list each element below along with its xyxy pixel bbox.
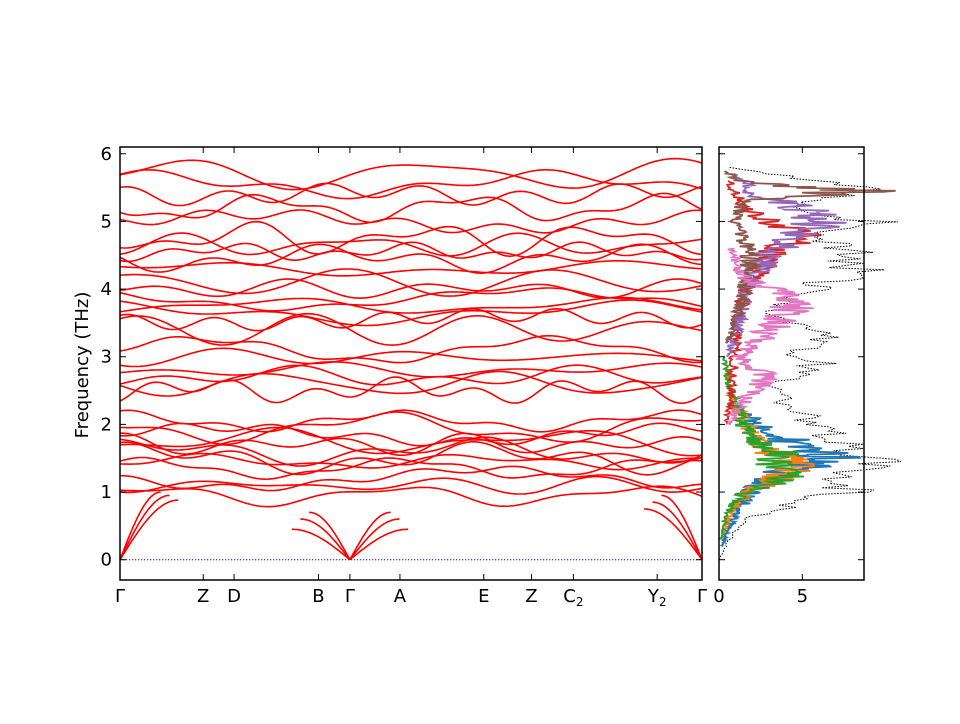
band-line xyxy=(119,278,703,299)
kpoint-label: C2 xyxy=(563,586,583,609)
kpoint-label: Z xyxy=(525,586,537,607)
y-axis-label: Frequency (THz) xyxy=(72,292,93,439)
band-line xyxy=(119,260,703,277)
y-tick-label: 3 xyxy=(101,347,112,368)
acoustic-branch xyxy=(661,494,703,560)
dos-x-tick-label: 0 xyxy=(713,586,724,607)
y-tick-label: 1 xyxy=(101,482,112,503)
kpoint-label: Γ xyxy=(115,586,125,607)
projected-dos-line xyxy=(726,247,814,426)
acoustic-branch xyxy=(119,499,179,561)
band-line xyxy=(119,441,703,476)
kpoint-label: Γ xyxy=(697,586,707,607)
acoustic-branch xyxy=(119,491,161,560)
band-line xyxy=(119,209,703,234)
acoustic-branch xyxy=(119,494,170,561)
acoustic-branch xyxy=(309,511,351,561)
acoustic-branch xyxy=(300,518,351,561)
y-tick-label: 5 xyxy=(101,211,112,232)
band-line xyxy=(119,411,703,445)
band-line xyxy=(119,299,703,327)
band-line xyxy=(119,422,703,447)
band-line xyxy=(119,192,703,224)
band-line xyxy=(119,296,703,314)
kpoint-label: Γ xyxy=(345,586,355,607)
acoustic-branch xyxy=(652,501,703,561)
acoustic-branch xyxy=(349,511,391,561)
y-tick-label: 0 xyxy=(101,550,112,571)
dos-lines xyxy=(718,166,902,560)
band-line xyxy=(119,287,703,312)
band-line xyxy=(119,169,703,200)
total-dos-line xyxy=(718,166,902,560)
band-lines xyxy=(119,157,703,561)
band-line xyxy=(119,335,703,364)
projected-dos-line xyxy=(723,170,896,344)
band-line xyxy=(119,268,703,297)
y-tick-label: 4 xyxy=(101,279,112,300)
acoustic-branch xyxy=(349,528,409,561)
band-line xyxy=(119,361,703,378)
acoustic-branch xyxy=(349,518,400,561)
band-line xyxy=(119,347,703,368)
acoustic-branch xyxy=(291,528,351,561)
band-line xyxy=(119,312,703,346)
acoustic-branch xyxy=(643,508,703,561)
kpoint-label: D xyxy=(227,586,241,607)
band-line xyxy=(119,182,703,207)
band-line xyxy=(119,232,703,257)
band-line xyxy=(119,243,703,275)
band-frame xyxy=(119,146,703,581)
kpoint-label: Z xyxy=(197,586,209,607)
kpoint-label: Y2 xyxy=(647,586,667,609)
y-tick-label: 2 xyxy=(101,414,112,435)
band-line xyxy=(119,220,703,258)
band-line xyxy=(120,465,703,492)
band-line xyxy=(119,157,703,191)
band-line xyxy=(119,409,703,433)
band-line xyxy=(119,485,703,508)
y-tick-label: 6 xyxy=(101,144,112,165)
band-line xyxy=(120,432,703,456)
projected-dos-line xyxy=(724,173,847,358)
band-line xyxy=(119,452,703,471)
band-line xyxy=(119,475,703,495)
dos-frame xyxy=(718,146,865,581)
band-line xyxy=(119,370,703,397)
kpoint-label: A xyxy=(394,586,407,607)
kpoint-label: B xyxy=(312,586,324,607)
kpoint-label: E xyxy=(478,586,489,607)
dos-x-tick-label: 5 xyxy=(797,586,808,607)
